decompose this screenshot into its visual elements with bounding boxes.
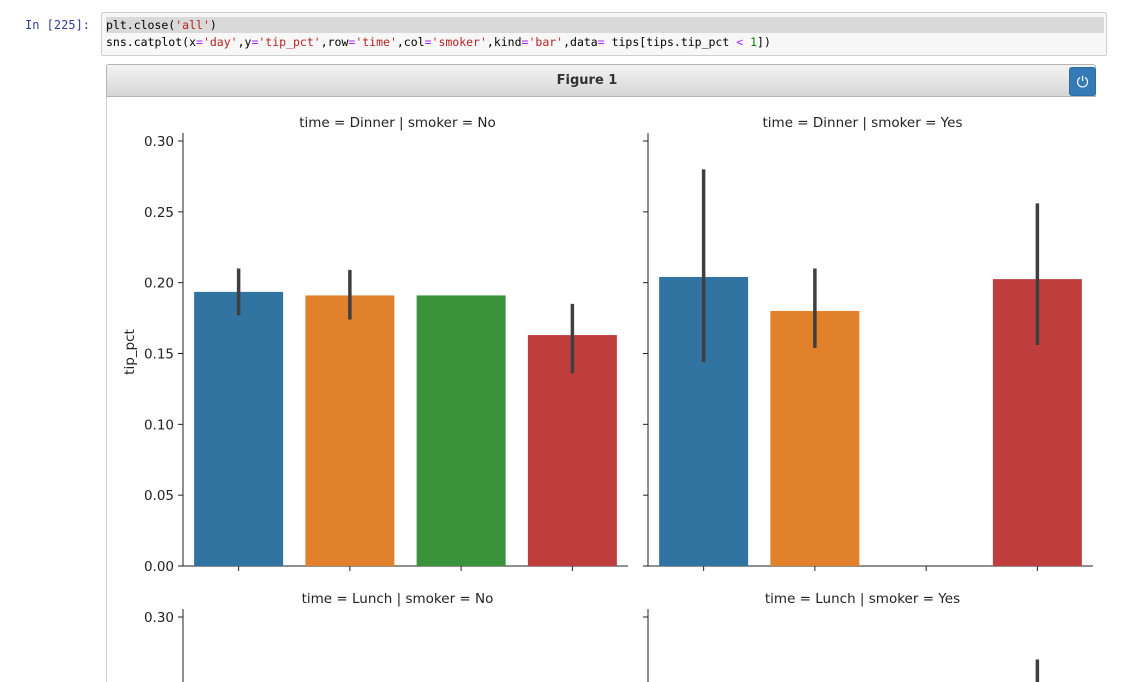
panel-title: time = Dinner | smoker = Yes <box>763 115 963 131</box>
y-axis-label: tip_pct <box>122 329 138 375</box>
y-tick-label: 0.30 <box>144 610 174 626</box>
code-line-1[interactable]: plt.close('all') <box>106 17 1104 33</box>
panel-title: time = Dinner | smoker = No <box>299 115 496 131</box>
figure-title: Figure 1 <box>556 73 618 88</box>
figure-header: Figure 1 ⏻ <box>106 64 1096 97</box>
y-tick-label: 0.30 <box>144 134 174 150</box>
bar <box>527 335 617 566</box>
close-figure-button[interactable]: ⏻ <box>1069 67 1096 96</box>
cell-prompt: In [225]: <box>25 18 91 32</box>
y-tick-label: 0.05 <box>144 488 174 504</box>
y-tick-label: 0.10 <box>144 417 174 433</box>
facet-grid-chart: time = Dinner | smoker = No 0.00 0.05 0.10 0… <box>122 115 1093 682</box>
power-icon: ⏻ <box>1076 72 1089 91</box>
y-tick-label: 0.25 <box>144 205 174 221</box>
figure-canvas: time = Dinner | smoker = No 0.00 0.05 0.10 0… <box>106 97 1096 682</box>
panel-title: time = Lunch | smoker = Yes <box>765 591 960 607</box>
bar <box>305 295 395 566</box>
panel-title: time = Lunch | smoker = No <box>302 591 494 607</box>
code-cell[interactable]: plt.close('all') sns.catplot(x='day',y='… <box>101 12 1107 56</box>
y-tick-label: 0.20 <box>144 276 174 292</box>
bar <box>194 291 284 566</box>
y-tick-label: 0.15 <box>144 347 174 363</box>
bar <box>770 311 860 566</box>
y-tick-label: 0.00 <box>144 559 174 575</box>
bar <box>416 295 506 566</box>
code-line-2[interactable]: sns.catplot(x='day',y='tip_pct',row='tim… <box>106 35 771 49</box>
